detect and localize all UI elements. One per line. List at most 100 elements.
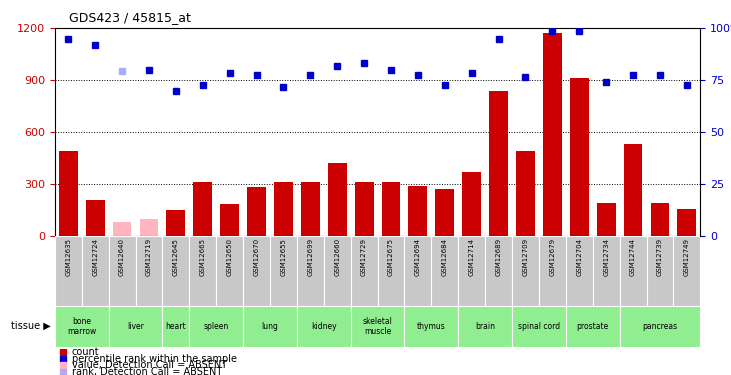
Bar — [485, 236, 512, 306]
Bar — [327, 164, 346, 236]
Text: brain: brain — [475, 322, 495, 331]
Bar — [351, 306, 404, 347]
Text: GSM12635: GSM12635 — [65, 238, 71, 276]
Bar — [646, 236, 673, 306]
Bar — [189, 236, 216, 306]
Bar — [301, 183, 319, 236]
Text: GSM12729: GSM12729 — [361, 238, 367, 276]
Text: GSM12694: GSM12694 — [415, 238, 421, 276]
Bar — [409, 186, 428, 236]
Bar — [220, 204, 239, 236]
Text: spinal cord: spinal cord — [518, 322, 560, 331]
Text: GSM12660: GSM12660 — [334, 238, 340, 276]
Bar — [274, 183, 293, 236]
Bar — [539, 236, 566, 306]
Text: GSM12714: GSM12714 — [469, 238, 474, 276]
Text: GSM12679: GSM12679 — [550, 238, 556, 276]
Text: heart: heart — [165, 322, 186, 331]
Bar — [570, 78, 588, 236]
Bar — [489, 91, 508, 236]
Bar — [436, 189, 454, 236]
Text: GSM12704: GSM12704 — [576, 238, 583, 276]
Text: GSM12749: GSM12749 — [684, 238, 690, 276]
Bar — [566, 236, 593, 306]
Text: GSM12719: GSM12719 — [146, 238, 152, 276]
Text: prostate: prostate — [577, 322, 609, 331]
Bar — [355, 183, 374, 236]
Bar — [55, 306, 109, 347]
Text: GSM12709: GSM12709 — [523, 238, 529, 276]
Text: GDS423 / 45815_at: GDS423 / 45815_at — [69, 11, 192, 24]
Bar — [512, 306, 566, 347]
Bar — [382, 183, 401, 236]
Text: GSM12734: GSM12734 — [603, 238, 609, 276]
Text: GSM12640: GSM12640 — [119, 238, 125, 276]
Bar — [543, 33, 562, 236]
Bar — [351, 236, 377, 306]
Text: tissue ▶: tissue ▶ — [12, 321, 51, 331]
Bar — [458, 306, 512, 347]
Bar — [297, 236, 324, 306]
Bar — [55, 236, 82, 306]
Text: count: count — [72, 347, 99, 357]
Text: spleen: spleen — [203, 322, 229, 331]
Text: lung: lung — [262, 322, 279, 331]
Bar — [243, 306, 297, 347]
Bar — [678, 209, 696, 236]
Text: GSM12655: GSM12655 — [281, 238, 287, 276]
Bar — [216, 236, 243, 306]
Bar — [162, 306, 189, 347]
Text: kidney: kidney — [311, 322, 336, 331]
Text: value, Detection Call = ABSENT: value, Detection Call = ABSENT — [72, 360, 227, 370]
Bar — [404, 236, 431, 306]
Bar — [82, 236, 109, 306]
Bar — [135, 236, 162, 306]
Bar — [167, 210, 185, 236]
Bar — [243, 236, 270, 306]
Bar — [593, 236, 620, 306]
Text: bone
marrow: bone marrow — [67, 316, 96, 336]
Bar — [193, 183, 212, 236]
Bar — [109, 306, 162, 347]
Bar — [189, 306, 243, 347]
Text: GSM12744: GSM12744 — [630, 238, 636, 276]
Text: GSM12699: GSM12699 — [307, 238, 314, 276]
Text: GSM12689: GSM12689 — [496, 238, 501, 276]
Bar — [462, 172, 481, 236]
Bar — [673, 236, 700, 306]
Bar — [59, 151, 77, 236]
Bar — [431, 236, 458, 306]
Bar — [596, 203, 616, 236]
Bar — [651, 203, 670, 236]
Bar — [516, 151, 535, 236]
Bar — [620, 236, 646, 306]
Bar — [113, 222, 132, 236]
Text: thymus: thymus — [417, 322, 446, 331]
Bar — [140, 219, 159, 236]
Bar — [624, 144, 643, 236]
Text: pancreas: pancreas — [643, 322, 678, 331]
Text: GSM12670: GSM12670 — [254, 238, 260, 276]
Text: percentile rank within the sample: percentile rank within the sample — [72, 354, 237, 364]
Bar — [297, 306, 351, 347]
Bar — [109, 236, 135, 306]
Bar — [566, 306, 620, 347]
Text: GSM12645: GSM12645 — [173, 238, 179, 276]
Text: GSM12739: GSM12739 — [657, 238, 663, 276]
Bar — [620, 306, 700, 347]
Text: GSM12675: GSM12675 — [388, 238, 394, 276]
Text: rank, Detection Call = ABSENT: rank, Detection Call = ABSENT — [72, 367, 222, 375]
Text: GSM12665: GSM12665 — [200, 238, 205, 276]
Bar — [270, 236, 297, 306]
Bar — [86, 200, 105, 236]
Bar — [377, 236, 404, 306]
Text: GSM12650: GSM12650 — [227, 238, 232, 276]
Bar — [404, 306, 458, 347]
Text: GSM12684: GSM12684 — [442, 238, 448, 276]
Text: GSM12724: GSM12724 — [92, 238, 98, 276]
Bar — [458, 236, 485, 306]
Bar — [162, 236, 189, 306]
Bar — [247, 187, 266, 236]
Bar — [324, 236, 351, 306]
Text: skeletal
muscle: skeletal muscle — [363, 316, 393, 336]
